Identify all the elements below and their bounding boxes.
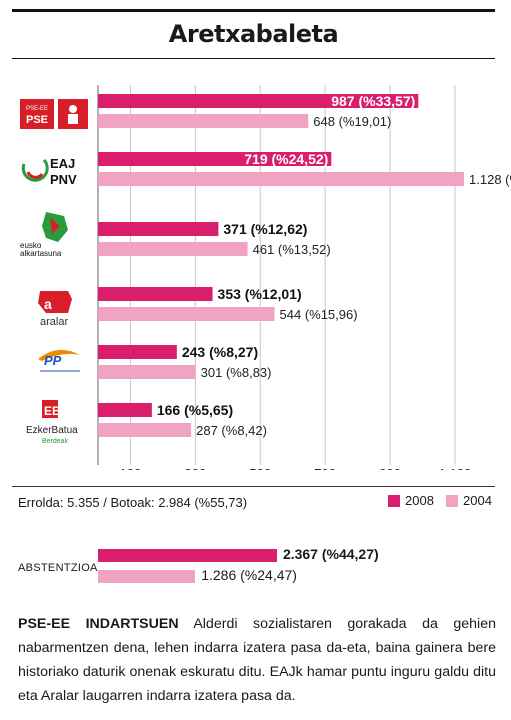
svg-text:PSE-EE: PSE-EE [26,106,48,112]
aralar-logo: a aralar [18,287,88,328]
svg-text:PSE: PSE [26,114,48,126]
abstention-value-2008: 2.367 (%44,27) [282,546,379,562]
summary-text: PSE-EE INDARTSUEN Alderdi sozialistaren … [18,612,496,708]
svg-text:EB: EB [44,404,61,418]
legend-swatch-2008 [388,494,400,507]
bar-2004 [98,242,248,256]
abstention-bar-2008 [98,549,277,562]
bar-2008 [98,287,213,301]
bar-label-2004: 301 (%8,83) [201,365,272,380]
svg-text:eusko: eusko [20,241,42,250]
bar-2004 [98,114,309,128]
bar-label-2004: 1.128 (%33,09) [469,172,511,187]
bar-label-2008: 243 (%8,27) [182,344,258,360]
bar-2004 [98,307,275,321]
legend-swatch-2004 [446,494,458,507]
svg-text:aralar: aralar [40,316,68,327]
bar-2004 [98,423,192,437]
bar-2008 [98,152,332,166]
bar-2008 [98,94,419,108]
top-rule [12,9,495,12]
bar-label-2008: 353 (%12,01) [218,286,302,302]
bar-label-2008: 987 (%33,57) [331,93,415,109]
ea-logo: eusko alkartasuna [18,208,88,258]
bar-label-2004: 648 (%19,01) [313,114,391,129]
bar-label-2008: 719 (%24,52) [244,151,328,167]
x-tick-label: 700 [314,466,336,470]
legend-label-2004: 2004 [463,493,492,508]
legend-label-2008: 2008 [405,493,434,508]
bar-label-2004: 544 (%15,96) [280,307,358,322]
page-title: Aretxabaleta [168,20,339,48]
footer-rule [12,486,495,487]
abstention-value-2004: 1.286 (%24,47) [201,567,297,583]
bar-label-2004: 287 (%8,42) [196,423,267,438]
bar-chart: 100 300 500 700 900 1.100 987 (%33,57) 648 (%19… [97,85,511,470]
pnv-logo: EAJ PNV [18,150,88,190]
svg-text:PNV: PNV [50,172,77,187]
legend-2004: 2004 [446,493,492,508]
ezkerbatua-logo: EB EzkerBatua Berdeak [18,398,88,445]
bar-label-2008: 371 (%12,62) [223,221,307,237]
bar-2004 [98,172,465,186]
x-tick-label: 500 [249,466,271,470]
bar-label-2004: 461 (%13,52) [253,242,331,257]
pse-logo: PSE-EE PSE [18,95,88,135]
svg-text:a: a [44,296,52,312]
svg-text:Berdeak: Berdeak [42,438,69,445]
title-rule [12,58,495,59]
svg-text:EAJ: EAJ [50,156,75,171]
summary-lead: PSE-EE INDARTSUEN [18,616,179,632]
abstention-bar-2004 [98,570,196,583]
x-tick-label: 300 [184,466,206,470]
svg-text:alkartasuna: alkartasuna [20,249,62,258]
x-tick-label: 900 [379,466,401,470]
svg-text:PP: PP [44,353,62,368]
bar-label-2008: 166 (%5,65) [157,402,233,418]
bar-2008 [98,403,152,417]
summary-body: Alderdi sozialistaren gorakada da gehien… [18,616,496,704]
bar-2004 [98,365,196,379]
svg-text:EzkerBatua: EzkerBatua [26,425,78,436]
bar-2008 [98,222,219,236]
pp-logo: PP [18,345,88,385]
census-stats: Errolda: 5.355 / Botoak: 2.984 (%55,73) [18,495,248,510]
x-tick-label: 100 [120,466,142,470]
x-tick-label: 1.100 [439,466,472,470]
legend-2008: 2008 [388,493,434,508]
bar-2008 [98,345,177,359]
abstention-label: ABSTENTZIOA [18,562,98,574]
